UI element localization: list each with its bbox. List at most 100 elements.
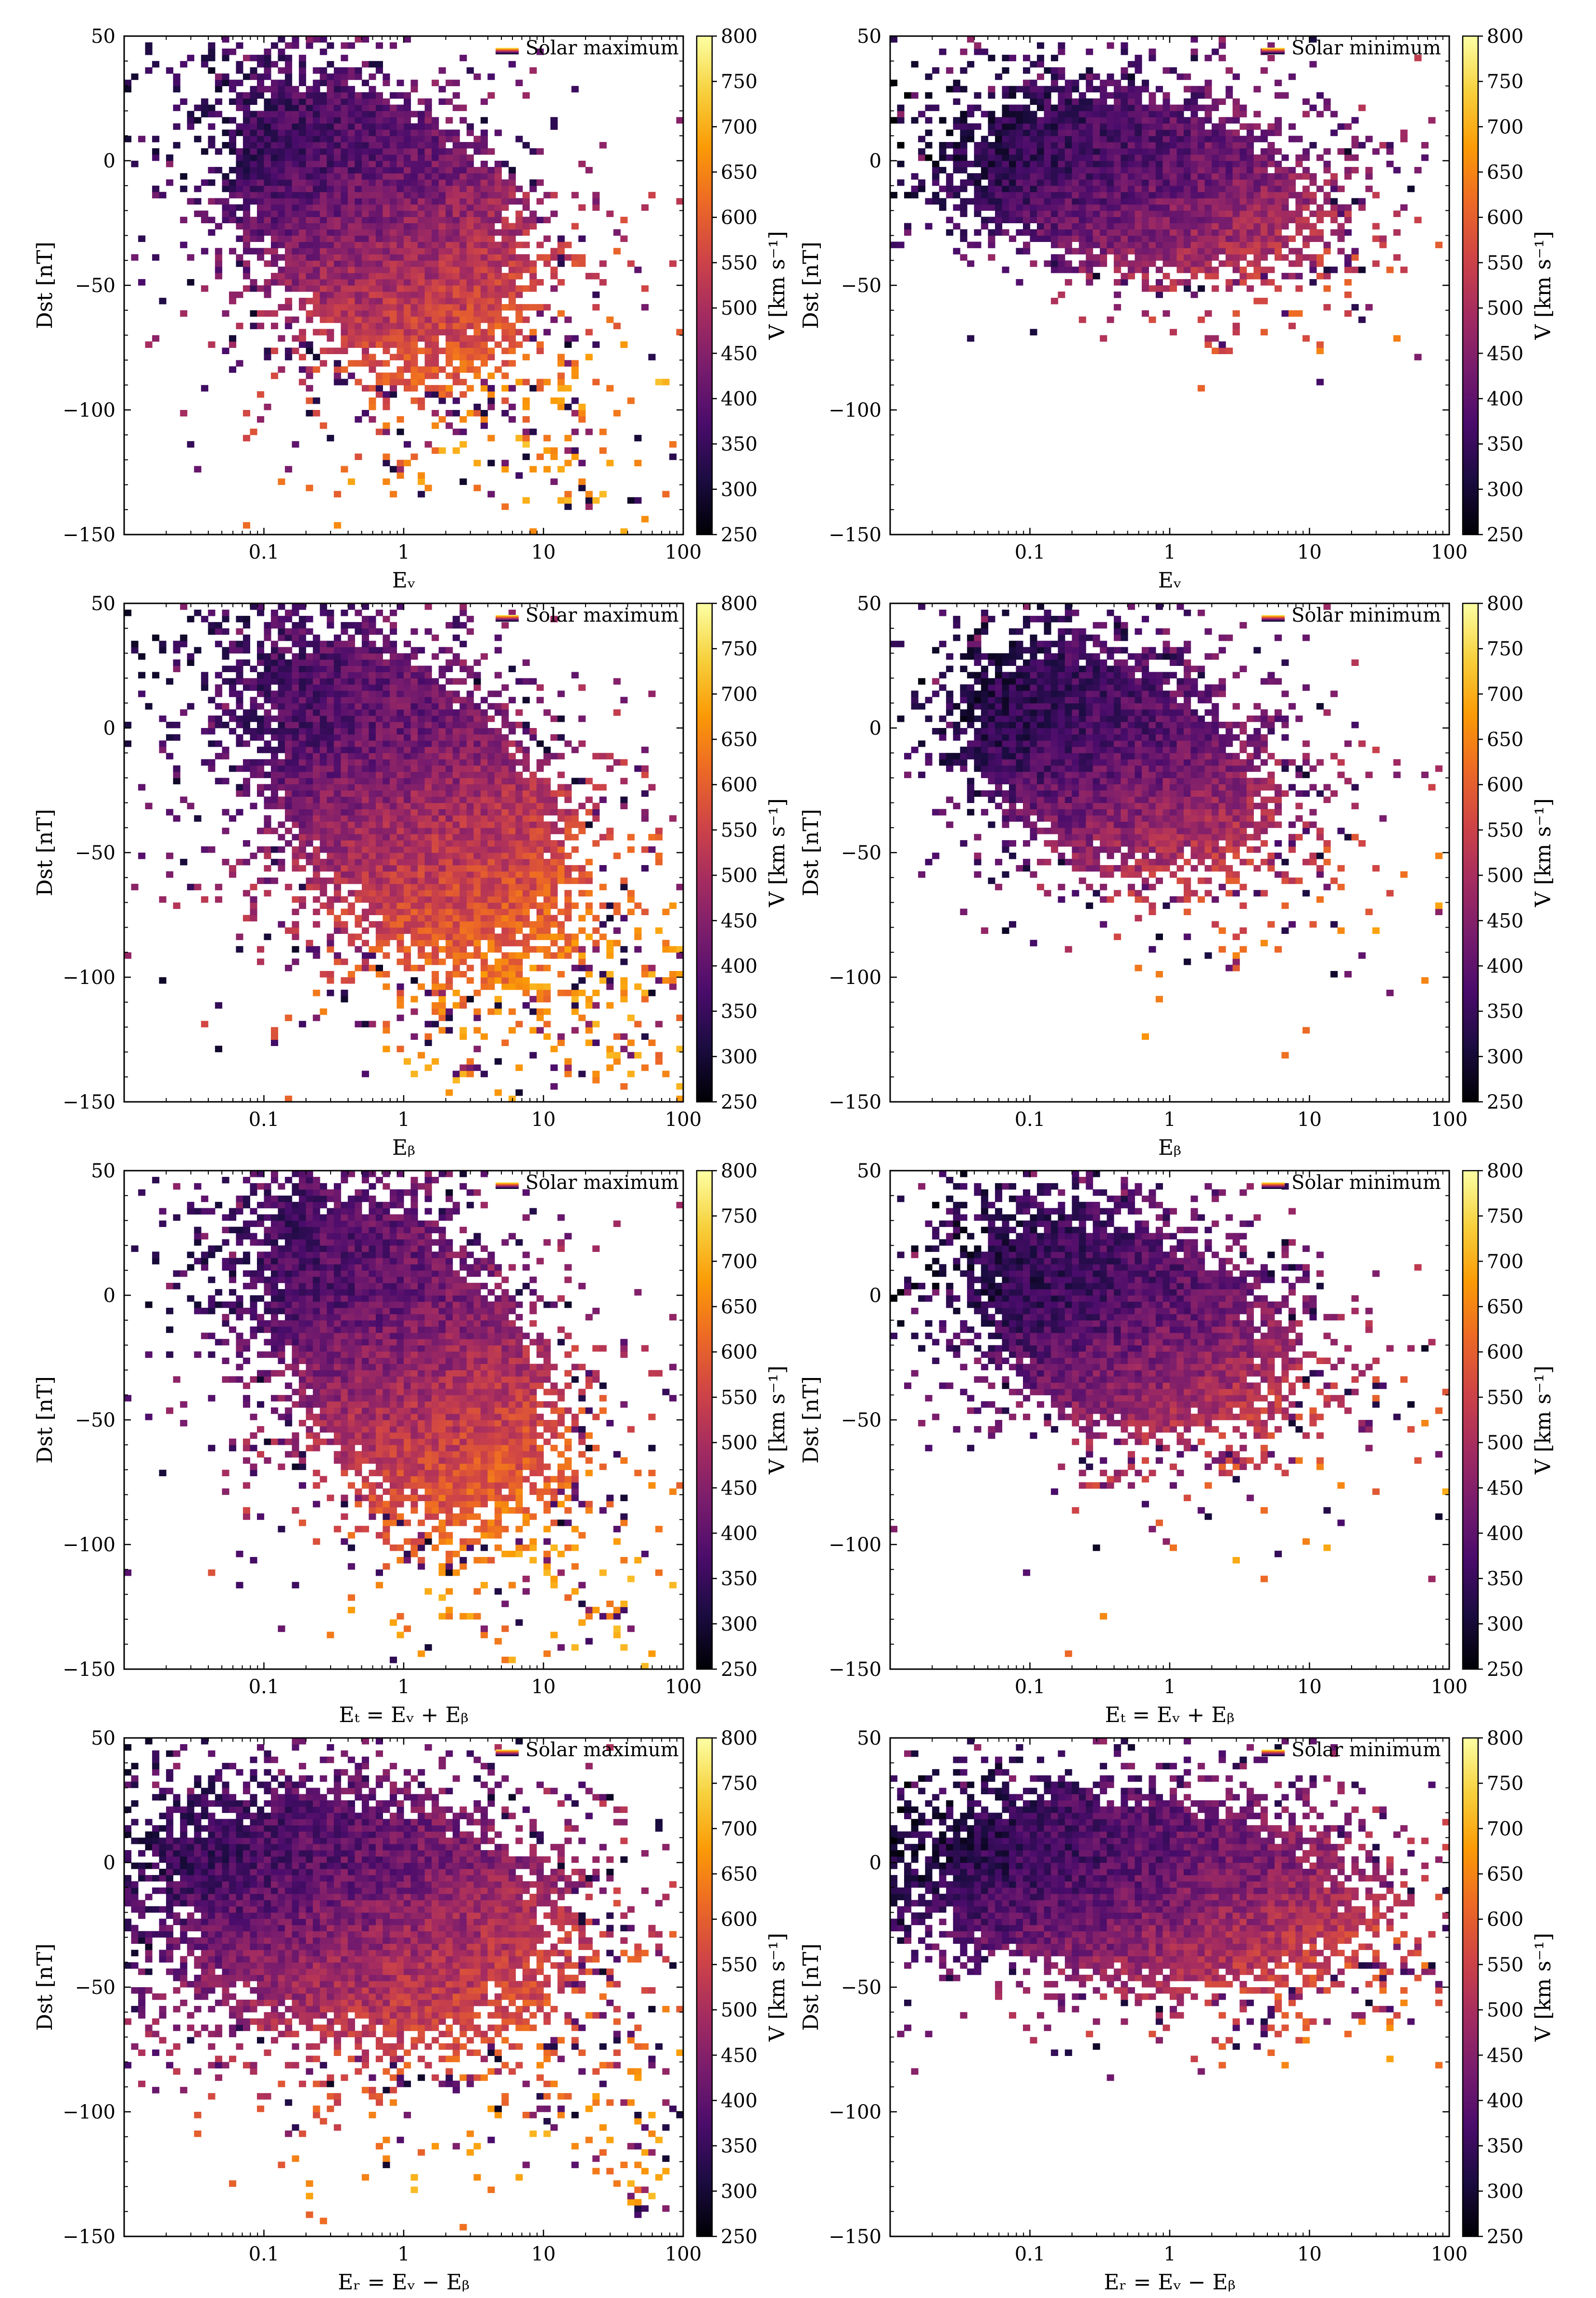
heatmap-cell (278, 672, 285, 678)
heatmap-cell (599, 260, 607, 267)
heatmap-cell (897, 104, 905, 111)
heatmap-cell (1121, 86, 1128, 93)
heatmap-cell (208, 111, 216, 117)
heatmap-cell (1009, 86, 1016, 93)
heatmap-cell (460, 441, 467, 448)
heatmap-cell (1072, 111, 1079, 117)
heatmap-cell (264, 846, 271, 853)
colorbar-tick-label: 650 (721, 162, 757, 184)
heatmap-cell (369, 628, 376, 635)
heatmap-cell (319, 828, 327, 834)
heatmap-cell (1113, 242, 1121, 248)
heatmap-cell (1030, 235, 1037, 242)
heatmap-cell (278, 242, 285, 248)
heatmap-cell (1065, 210, 1073, 217)
heatmap-cell (410, 347, 418, 354)
heatmap-cell (1170, 136, 1177, 142)
heatmap-cell (390, 267, 397, 273)
heatmap-cell (327, 615, 334, 623)
heatmap-cell (187, 703, 194, 710)
heatmap-cell (1127, 273, 1135, 280)
heatmap-cell (1141, 210, 1149, 217)
heatmap-cell (446, 166, 453, 174)
heatmap-cell (1253, 260, 1261, 267)
heatmap-cell (250, 73, 257, 80)
heatmap-cell (341, 347, 348, 354)
heatmap-cell (327, 61, 334, 68)
heatmap-cell (313, 179, 320, 186)
heatmap-cell (292, 316, 299, 323)
heatmap-cell (355, 379, 362, 385)
heatmap-cell (347, 86, 355, 93)
heatmap-cell (327, 192, 334, 199)
heatmap-cell (911, 61, 919, 68)
heatmap-cell (292, 173, 299, 180)
heatmap-cell (355, 92, 362, 99)
heatmap-cell (410, 129, 418, 136)
heatmap-cell (355, 235, 362, 242)
heatmap-cell (327, 690, 334, 697)
heatmap-cell (292, 640, 299, 648)
heatmap-cell (299, 254, 306, 261)
heatmap-cell (1170, 166, 1177, 174)
heatmap-cell (243, 192, 250, 199)
heatmap-cell (529, 67, 537, 74)
heatmap-cell (319, 971, 327, 978)
heatmap-cell (1176, 161, 1184, 167)
heatmap-cell (1051, 297, 1059, 305)
heatmap-cell (501, 279, 509, 286)
heatmap-cell (278, 166, 285, 174)
heatmap-cell (1135, 111, 1142, 117)
heatmap-cell (327, 865, 334, 872)
heatmap-cell (201, 678, 208, 685)
heatmap-cell (404, 173, 411, 180)
heatmap-cell (1155, 117, 1163, 124)
heatmap-cell (361, 166, 369, 174)
heatmap-cell (1260, 217, 1268, 223)
heatmap-cell (396, 117, 404, 124)
heatmap-cell (215, 198, 222, 205)
heatmap-cell (333, 803, 341, 809)
heatmap-cell (1260, 198, 1268, 205)
heatmap-cell (278, 279, 285, 286)
heatmap-cell (487, 335, 495, 342)
heatmap-cell (285, 703, 293, 710)
heatmap-cell (404, 185, 411, 192)
heatmap-cell (1198, 136, 1205, 142)
heatmap-cell (424, 273, 432, 280)
heatmap-cell (1184, 136, 1191, 142)
heatmap-cell (501, 204, 509, 211)
heatmap-cell (410, 79, 418, 87)
heatmap-cell (327, 304, 334, 311)
heatmap-cell (375, 927, 383, 934)
heatmap-cell (438, 391, 446, 398)
heatmap-cell (1079, 166, 1086, 174)
heatmap-cell (292, 771, 299, 779)
heatmap-cell (1044, 223, 1051, 230)
heatmap-cell (201, 104, 208, 111)
heatmap-cell (1316, 235, 1324, 242)
heatmap-cell (1135, 123, 1142, 130)
heatmap-cell (306, 310, 313, 317)
heatmap-cell (347, 372, 355, 379)
heatmap-cell (1274, 185, 1282, 192)
heatmap-cell (1141, 166, 1149, 174)
heatmap-cell (522, 217, 530, 223)
heatmap-cell (229, 129, 236, 136)
heatmap-cell (264, 166, 271, 174)
heatmap-cell (1239, 123, 1247, 130)
heatmap-cell (1079, 148, 1086, 155)
heatmap-cell (418, 98, 425, 105)
heatmap-cell (404, 285, 411, 292)
heatmap-cell (390, 142, 397, 149)
heatmap-cell (1204, 248, 1212, 255)
heatmap-cell (333, 715, 341, 722)
heatmap-cell (327, 434, 334, 442)
heatmap-cell (222, 54, 230, 62)
heatmap-cell (347, 267, 355, 273)
heatmap-cell (508, 322, 516, 330)
heatmap-cell (529, 285, 537, 292)
heatmap-cell (1030, 154, 1037, 161)
heatmap-cell (418, 366, 425, 373)
heatmap-cell (257, 111, 265, 117)
